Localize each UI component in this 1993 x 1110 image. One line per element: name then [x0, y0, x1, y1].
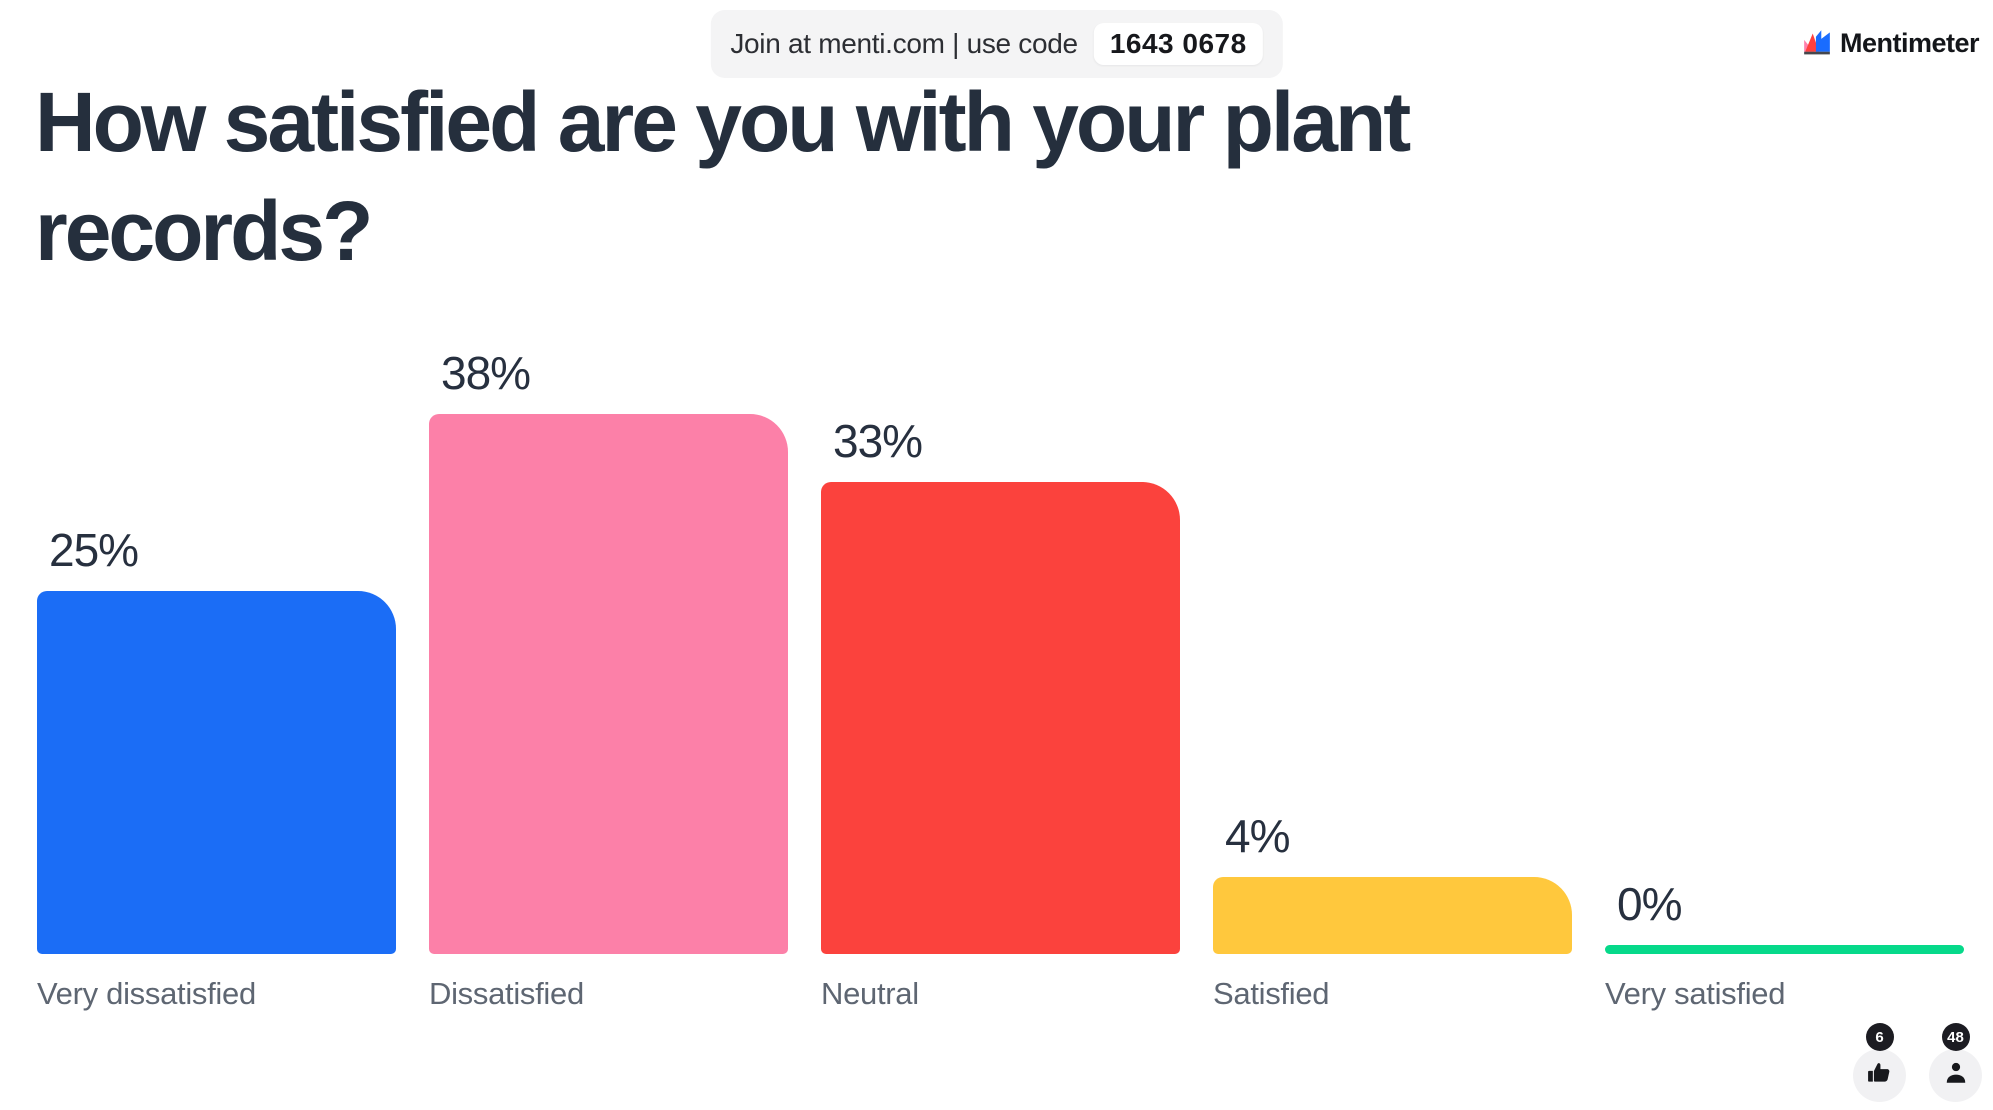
- participants-button[interactable]: 48: [1929, 1023, 1982, 1102]
- category-label: Dissatisfied: [429, 976, 584, 1011]
- participant-count-badge: 48: [1941, 1023, 1970, 1051]
- bar-area: 0%: [1605, 414, 1964, 954]
- bar-column: 38% Dissatisfied: [429, 347, 788, 1012]
- bar-column: 25% Very dissatisfied: [37, 414, 396, 1012]
- bar-dissatisfied: [429, 414, 788, 954]
- bar-value-label: 4%: [1225, 810, 1290, 862]
- bar-area: 25%: [37, 414, 396, 954]
- bar-very-dissatisfied: [37, 591, 396, 954]
- join-instruction-text: Join at menti.com | use code: [730, 28, 1078, 59]
- bar-value-label: 0%: [1617, 878, 1682, 930]
- bar-column: 0% Very satisfied: [1605, 414, 1964, 1012]
- mentimeter-logo: Mentimeter: [1802, 26, 1980, 61]
- join-banner: Join at menti.com | use code 1643 0678: [710, 10, 1283, 78]
- bar-neutral: [821, 482, 1180, 954]
- category-label: Very satisfied: [1605, 976, 1786, 1011]
- thumbs-up-icon: [1867, 1060, 1893, 1091]
- category-label: Satisfied: [1213, 976, 1330, 1011]
- category-label: Very dissatisfied: [37, 976, 256, 1011]
- category-label: Neutral: [821, 976, 919, 1011]
- bar-area: 4%: [1213, 414, 1572, 954]
- question-title: How satisfied are you with your plant re…: [35, 75, 1411, 279]
- chart-columns: 25% Very dissatisfied 38% Dissatisfied 3…: [37, 347, 1964, 1012]
- join-code: 1643 0678: [1093, 23, 1263, 65]
- bar-column: 33% Neutral: [821, 414, 1180, 1012]
- bar-very-satisfied: [1605, 945, 1964, 954]
- brand-name-text: Mentimeter: [1839, 28, 1980, 58]
- like-count-badge: 6: [1865, 1023, 1894, 1051]
- like-button[interactable]: 6: [1853, 1023, 1906, 1102]
- bar-area: 33%: [821, 414, 1180, 954]
- bar-value-label: 38%: [441, 347, 531, 399]
- bar-value-label: 33%: [833, 415, 923, 467]
- bar-area: 38%: [429, 347, 788, 954]
- person-icon: [1943, 1060, 1969, 1091]
- bar-column: 4% Satisfied: [1213, 414, 1572, 1012]
- bar-value-label: 25%: [49, 524, 139, 576]
- reactions-panel: 6 48: [1853, 1023, 1982, 1102]
- bar-satisfied: [1213, 877, 1572, 954]
- bar-chart: 25% Very dissatisfied 38% Dissatisfied 3…: [37, 347, 1964, 1012]
- mentimeter-logo-icon: [1802, 26, 1832, 61]
